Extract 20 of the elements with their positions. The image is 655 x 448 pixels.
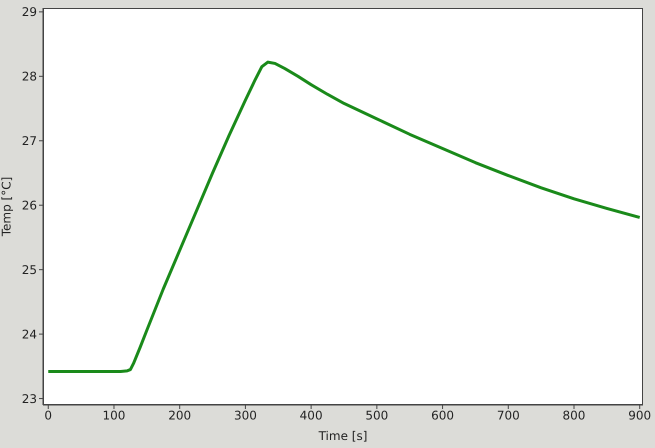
y-tick-label: 29 [22,5,37,20]
y-tick-label: 26 [22,198,37,212]
y-tick-label: 25 [22,262,37,277]
y-tick-label: 24 [22,327,37,342]
x-tick-label: 700 [496,408,520,423]
y-tick-label: 28 [22,70,37,84]
x-tick-label: 300 [234,408,257,423]
x-tick-label: 800 [562,408,586,423]
x-tick-label: 600 [431,408,454,423]
y-tick-label: 23 [22,392,37,406]
x-tick-label: 400 [300,408,323,423]
y-tick-label: 27 [22,134,37,148]
x-tick-label: 100 [102,408,126,423]
x-axis-title: Time [s] [318,429,368,443]
y-axis-title: Temp [°C] [0,176,14,238]
x-tick-label: 900 [628,408,652,423]
line-series [46,60,642,373]
x-tick-label: 500 [365,408,388,423]
x-tick-label: 200 [168,408,192,423]
x-tick-label: 0 [44,408,52,423]
